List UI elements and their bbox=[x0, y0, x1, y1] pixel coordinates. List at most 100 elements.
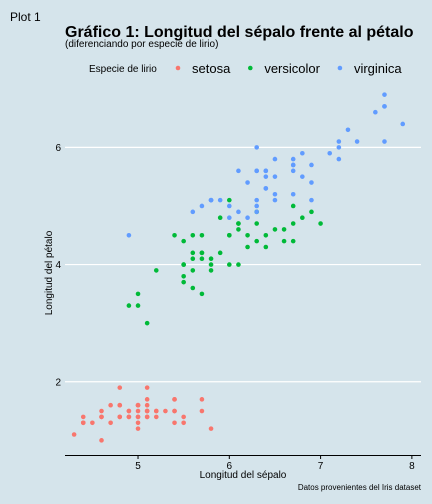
data-point-setosa bbox=[117, 402, 123, 408]
data-point-versicolor bbox=[190, 285, 196, 291]
data-point-versicolor bbox=[236, 227, 241, 232]
data-point-versicolor bbox=[181, 273, 186, 279]
x-axis-title: Longitud del sépalo bbox=[200, 470, 287, 481]
data-point-virginica bbox=[336, 156, 342, 162]
data-point-versicolor bbox=[199, 291, 205, 297]
grid-lines bbox=[65, 146, 421, 383]
data-point-virginica bbox=[309, 162, 314, 168]
y-tick-label: 4 bbox=[55, 260, 61, 271]
data-point-setosa bbox=[172, 408, 177, 414]
data-point-versicolor bbox=[281, 227, 287, 232]
data-point-virginica bbox=[199, 203, 205, 209]
data-point-setosa bbox=[108, 402, 113, 408]
data-point-versicolor bbox=[208, 256, 214, 262]
data-point-versicolor bbox=[172, 232, 177, 238]
data-point-virginica bbox=[263, 186, 269, 191]
data-point-versicolor bbox=[227, 197, 232, 203]
data-point-versicolor bbox=[309, 209, 314, 215]
data-point-setosa bbox=[117, 385, 123, 390]
data-point-setosa bbox=[126, 408, 132, 414]
legend-key-virginica bbox=[337, 65, 343, 71]
data-point-virginica bbox=[272, 191, 278, 197]
data-point-virginica bbox=[336, 145, 342, 150]
data-point-virginica bbox=[382, 104, 387, 109]
data-point-virginica bbox=[300, 150, 305, 156]
data-point-versicolor bbox=[199, 256, 205, 262]
legend-label-setosa: setosa bbox=[192, 61, 231, 76]
data-point-virginica bbox=[236, 168, 241, 174]
data-point-virginica bbox=[309, 197, 314, 203]
data-point-virginica bbox=[272, 156, 278, 162]
data-point-versicolor bbox=[208, 262, 214, 267]
data-point-versicolor bbox=[135, 291, 141, 297]
data-point-setosa bbox=[144, 402, 150, 408]
data-point-setosa bbox=[99, 438, 104, 443]
data-point-versicolor bbox=[281, 238, 287, 244]
data-point-virginica bbox=[345, 127, 351, 133]
data-point-versicolor bbox=[181, 262, 186, 267]
data-point-setosa bbox=[144, 397, 150, 402]
data-point-versicolor bbox=[245, 232, 250, 238]
data-point-setosa bbox=[153, 414, 159, 420]
legend-label-versicolor: versicolor bbox=[264, 61, 320, 76]
data-point-setosa bbox=[135, 402, 141, 408]
data-point-setosa bbox=[199, 408, 205, 414]
data-point-versicolor bbox=[236, 262, 241, 267]
data-point-setosa bbox=[172, 420, 177, 426]
data-point-setosa bbox=[80, 414, 86, 420]
data-point-virginica bbox=[373, 109, 378, 115]
data-point-setosa bbox=[181, 414, 186, 420]
x-tick-label: 7 bbox=[318, 461, 324, 472]
data-point-versicolor bbox=[290, 238, 296, 244]
data-point-versicolor bbox=[199, 250, 205, 256]
data-point-versicolor bbox=[181, 238, 186, 244]
data-point-virginica bbox=[245, 180, 250, 185]
legend-title: Especie de lirio bbox=[89, 64, 157, 75]
data-point-setosa bbox=[90, 420, 95, 426]
data-point-versicolor bbox=[190, 268, 196, 273]
data-point-setosa bbox=[80, 420, 86, 426]
data-point-virginica bbox=[290, 168, 296, 174]
data-point-setosa bbox=[71, 432, 77, 437]
data-point-setosa bbox=[126, 414, 132, 420]
data-point-virginica bbox=[382, 139, 387, 144]
y-tick-label: 6 bbox=[55, 143, 61, 154]
y-axis-ticks: 2 4 6 bbox=[55, 143, 61, 388]
data-point-setosa bbox=[163, 408, 168, 414]
data-point-setosa bbox=[108, 420, 113, 426]
data-point-versicolor bbox=[254, 238, 259, 244]
data-point-setosa bbox=[172, 397, 177, 402]
data-point-versicolor bbox=[144, 320, 150, 326]
legend-key-versicolor bbox=[248, 65, 253, 71]
data-point-virginica bbox=[208, 197, 214, 203]
data-point-setosa bbox=[199, 397, 205, 402]
chart-caption: Datos provenientes del Iris dataset bbox=[298, 483, 422, 492]
data-point-virginica bbox=[254, 197, 259, 203]
data-point-versicolor bbox=[290, 203, 296, 209]
data-point-virginica bbox=[290, 162, 296, 168]
data-points bbox=[71, 92, 406, 443]
data-point-virginica bbox=[382, 92, 387, 97]
data-point-setosa bbox=[144, 385, 150, 390]
data-point-versicolor bbox=[254, 221, 259, 226]
data-point-virginica bbox=[227, 203, 232, 209]
data-point-virginica bbox=[236, 209, 241, 215]
data-point-virginica bbox=[272, 174, 278, 179]
data-point-virginica bbox=[254, 168, 259, 174]
panel-label: Plot 1 bbox=[10, 10, 41, 24]
data-point-versicolor bbox=[227, 262, 232, 267]
data-point-virginica bbox=[290, 156, 296, 162]
data-point-virginica bbox=[300, 174, 305, 179]
data-point-setosa bbox=[117, 414, 123, 420]
data-point-virginica bbox=[309, 180, 314, 185]
data-point-setosa bbox=[135, 420, 141, 426]
y-tick-label: 2 bbox=[55, 377, 61, 388]
data-point-versicolor bbox=[263, 244, 269, 250]
data-point-virginica bbox=[327, 150, 333, 156]
data-point-versicolor bbox=[318, 221, 323, 226]
data-point-setosa bbox=[99, 414, 104, 420]
y-axis-title: Longitud del pétalo bbox=[44, 230, 55, 315]
data-point-versicolor bbox=[217, 215, 223, 220]
data-point-virginica bbox=[254, 145, 259, 150]
